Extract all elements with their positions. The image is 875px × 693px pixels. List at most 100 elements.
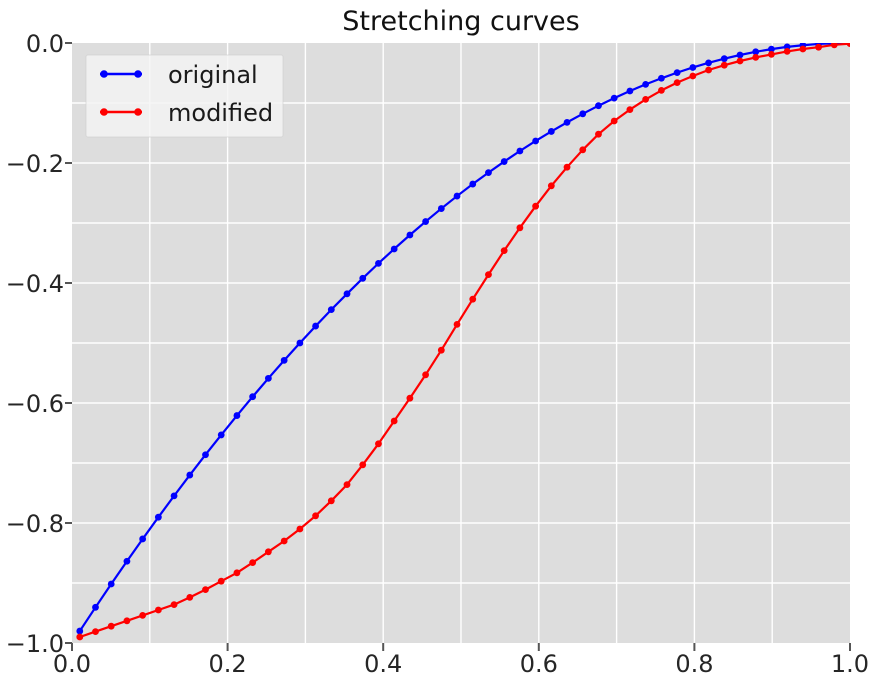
series-original-marker <box>516 147 524 155</box>
series-original-marker <box>720 55 728 63</box>
series-modified-marker <box>202 586 209 593</box>
series-original-marker <box>107 580 115 588</box>
y-tick-label: −0.4 <box>6 270 64 298</box>
series-modified-marker <box>453 321 461 328</box>
series-original-marker <box>689 64 697 71</box>
series-original-marker <box>170 492 178 500</box>
series-modified-marker <box>783 48 791 55</box>
series-original-marker <box>453 192 461 200</box>
series-modified-marker <box>170 601 178 608</box>
series-modified-marker <box>422 371 429 379</box>
series-modified-marker <box>92 628 99 635</box>
series-original-marker <box>217 431 225 439</box>
series-modified-marker <box>312 512 319 520</box>
series-modified-marker <box>815 43 822 51</box>
series-original-marker <box>422 218 429 225</box>
series-modified-marker <box>76 633 84 641</box>
series-original-marker <box>705 59 712 67</box>
series-original-marker <box>500 158 508 165</box>
legend: original modified <box>85 54 284 138</box>
series-modified-marker <box>406 394 414 402</box>
series-modified-marker <box>705 66 712 74</box>
legend-marker-modified <box>100 108 108 116</box>
series-modified-marker <box>123 617 131 625</box>
series-original-marker <box>202 451 209 459</box>
series-modified-marker <box>343 481 351 488</box>
y-tick-label: −0.2 <box>6 150 64 178</box>
series-original-marker <box>642 81 650 88</box>
series-original-marker <box>312 322 319 330</box>
series-modified-marker <box>359 461 367 469</box>
series-original-marker <box>736 51 744 59</box>
legend-label-modified: modified <box>168 99 273 127</box>
series-modified-marker <box>264 548 272 556</box>
series-modified-marker <box>563 163 571 171</box>
series-original-marker <box>752 48 760 56</box>
series-modified-marker <box>768 51 775 58</box>
series-modified-marker <box>642 96 650 103</box>
legend-marker-original <box>134 70 142 78</box>
series-original-marker <box>469 180 477 188</box>
series-original-marker <box>139 535 147 543</box>
series-modified-marker <box>736 57 744 65</box>
y-tick-label: −0.8 <box>6 510 64 538</box>
series-modified-marker <box>658 87 665 94</box>
series-modified-marker <box>516 224 524 232</box>
series-original-marker <box>233 412 241 419</box>
gridlines <box>72 43 850 643</box>
series-original-marker <box>532 137 540 145</box>
series-original-marker <box>658 74 665 82</box>
legend-label-original: original <box>168 61 258 89</box>
series-modified-marker <box>233 569 241 577</box>
series-original-marker <box>390 245 398 253</box>
series-original-marker <box>76 627 84 635</box>
series-modified-marker <box>375 440 382 448</box>
y-tick-label: 0.0 <box>26 30 64 58</box>
series-modified-marker <box>830 43 838 49</box>
series-original-marker <box>296 339 304 347</box>
series-original-marker <box>626 87 634 95</box>
series-modified-marker <box>610 117 618 125</box>
series-modified-marker <box>296 525 304 533</box>
series-modified-marker <box>327 497 335 505</box>
series-original-marker <box>264 374 272 382</box>
series-original-marker <box>280 356 288 364</box>
series-modified-marker <box>390 417 398 425</box>
series-modified-marker <box>280 537 288 545</box>
series-original-marker <box>359 274 367 282</box>
y-tick-label: −1.0 <box>6 630 64 658</box>
series-modified-marker <box>799 45 807 53</box>
series-original-marker <box>547 128 555 135</box>
series-modified-marker <box>626 106 634 113</box>
series-modified-marker <box>689 72 697 80</box>
series-modified-marker <box>532 202 540 210</box>
series-modified-marker <box>485 271 492 278</box>
series-modified-marker <box>469 295 477 303</box>
x-tick-label: 0.6 <box>520 650 558 678</box>
series-original-marker <box>768 45 775 53</box>
series-modified-marker <box>500 247 508 255</box>
series-modified-marker <box>107 622 115 630</box>
series-modified-marker <box>139 612 147 619</box>
x-tick-label: 0.0 <box>53 650 91 678</box>
series-original-marker <box>485 169 492 177</box>
series-original-marker <box>579 110 587 118</box>
series-modified-marker <box>673 79 681 86</box>
legend-marker-original <box>100 70 108 78</box>
series-modified-marker <box>154 606 162 614</box>
chart-title: Stretching curves <box>342 6 579 37</box>
data-series <box>76 43 850 641</box>
series-original-marker <box>327 306 335 314</box>
series-modified-marker <box>595 130 602 138</box>
series-original-marker <box>595 102 602 110</box>
series-modified-marker <box>437 346 445 354</box>
series-original-marker <box>437 205 445 212</box>
series-modified-marker <box>579 146 587 154</box>
series-original-marker <box>673 69 681 77</box>
series-modified-marker <box>720 61 728 69</box>
series-modified-marker <box>846 43 850 47</box>
series-original-marker <box>154 513 162 521</box>
series-modified-marker <box>186 594 194 601</box>
series-modified-marker <box>752 54 760 61</box>
